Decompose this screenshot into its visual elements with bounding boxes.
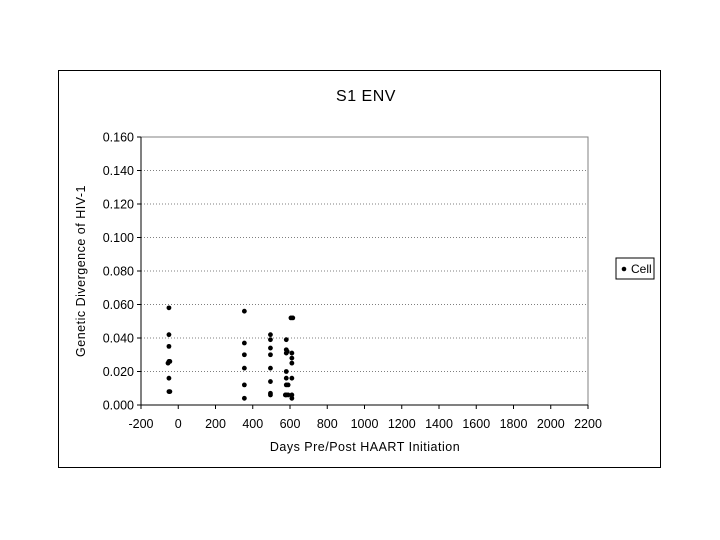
y-tick-label: 0.040	[103, 332, 134, 346]
y-tick-label: 0.160	[103, 131, 134, 145]
data-point	[167, 389, 173, 394]
y-tick-label: 0.120	[103, 198, 134, 212]
y-axis-title: Genetic Divergence of HIV-1	[74, 185, 88, 357]
x-axis-ticks: -200 0 200 400 600 800 1000 1200 1400 1600 1800 200…	[128, 404, 602, 431]
data-point	[290, 315, 296, 321]
x-tick-label: 400	[242, 417, 263, 431]
data-point	[289, 350, 295, 356]
chart-title: S1 ENV	[336, 88, 396, 105]
x-tick-label: 600	[280, 417, 301, 431]
x-tick-label: 0	[175, 417, 182, 431]
data-point	[289, 395, 295, 401]
x-tick-label: 200	[205, 417, 226, 431]
chart-frame: S1 ENV 0.000 0.020 0.040 0.060 0.080 0.100 0.1…	[58, 70, 661, 468]
legend-label-cell: Cell	[631, 262, 652, 276]
data-point	[283, 337, 289, 343]
x-tick-label: 2200	[574, 417, 602, 431]
y-tick-label: 0.140	[103, 164, 134, 178]
data-point	[285, 382, 291, 388]
data-point	[241, 308, 247, 314]
data-point	[282, 392, 288, 398]
data-point	[241, 340, 247, 346]
data-point	[241, 382, 247, 388]
scatter-chart: S1 ENV 0.000 0.020 0.040 0.060 0.080 0.100 0.1…	[74, 88, 655, 454]
y-tick-label: 0.020	[103, 365, 134, 379]
data-point	[289, 360, 295, 366]
data-point	[283, 350, 289, 356]
x-tick-label: 1800	[500, 417, 528, 431]
data-point	[268, 337, 273, 343]
x-tick-label: 1200	[388, 417, 416, 431]
plot-area	[140, 136, 589, 406]
data-point	[167, 359, 173, 364]
x-tick-label: 1400	[425, 417, 453, 431]
x-axis-title: Days Pre/Post HAART Initiation	[270, 440, 460, 454]
data-point	[166, 343, 172, 349]
data-point	[166, 305, 172, 311]
x-tick-label: 800	[317, 417, 338, 431]
y-tick-label: 0.080	[103, 265, 134, 279]
data-point	[289, 375, 295, 381]
legend: Cell	[615, 257, 655, 280]
x-tick-label: 2000	[537, 417, 565, 431]
legend-box	[615, 257, 655, 280]
y-tick-label: 0.100	[103, 231, 134, 245]
data-point	[166, 375, 172, 381]
y-tick-label: 0.060	[103, 298, 134, 312]
gridlines	[141, 170, 588, 372]
data-point	[289, 355, 295, 361]
x-tick-label: -200	[128, 417, 153, 431]
legend-marker	[621, 266, 627, 272]
data-point	[268, 379, 273, 384]
data-point	[283, 369, 289, 374]
data-point	[289, 392, 295, 398]
x-tick-label: 1000	[351, 417, 379, 431]
y-axis-ticks: 0.000 0.020 0.040 0.060 0.080 0.100 0.120 0.140…	[103, 131, 142, 413]
data-point	[241, 395, 247, 401]
data-point	[268, 332, 273, 338]
data-point	[268, 392, 273, 398]
data-points	[165, 305, 296, 401]
data-point	[166, 332, 172, 338]
data-point	[283, 375, 289, 381]
data-point	[241, 352, 247, 358]
data-point	[241, 365, 247, 371]
y-tick-label: 0.000	[103, 399, 134, 413]
data-point	[268, 365, 273, 371]
data-point	[268, 345, 273, 351]
data-point	[268, 352, 273, 358]
x-tick-label: 1600	[462, 417, 490, 431]
